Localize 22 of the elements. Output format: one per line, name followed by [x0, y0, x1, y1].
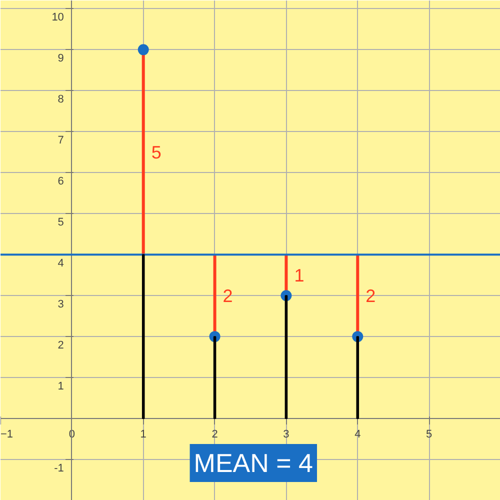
y-tick-label: 4: [58, 258, 64, 270]
y-tick-label: 1: [58, 380, 64, 393]
y-tick-label: 5: [58, 216, 64, 229]
x-tick-label: 3: [283, 428, 290, 441]
x-tick-label: 4: [354, 428, 361, 441]
y-tick-label: 9: [58, 52, 64, 65]
y-tick-label: -1: [54, 462, 64, 475]
annotation: 2: [222, 286, 233, 306]
annotation: MEAN = 4: [194, 448, 314, 478]
y-tick-label: 3: [58, 298, 64, 311]
y-tick-label: 10: [52, 12, 64, 24]
y-tick-label: 7: [58, 134, 64, 147]
annotation: 1: [294, 266, 304, 286]
y-tick-label: 8: [58, 94, 64, 106]
x-tick-label: 2: [212, 428, 218, 441]
x-tick-label: 1: [140, 428, 146, 441]
x-tick-label: 5: [426, 428, 432, 441]
y-tick-label: 6: [58, 176, 64, 188]
x-tick-label: −1: [0, 428, 14, 441]
y-tick-label: 2: [58, 340, 64, 352]
annotation: 2: [366, 286, 376, 306]
annotation: 5: [151, 142, 162, 163]
